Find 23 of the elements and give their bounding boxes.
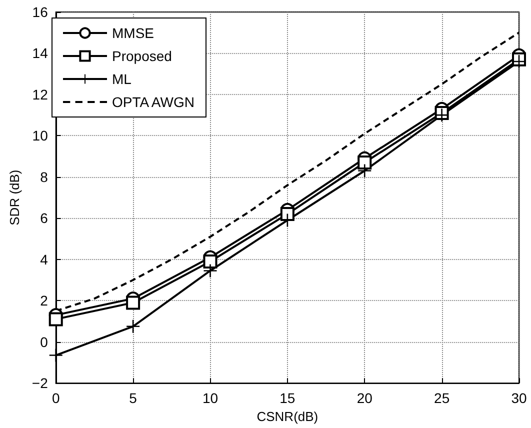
y-tick-label: 8	[40, 168, 48, 185]
y-tick-label: 0	[40, 334, 48, 350]
y-tick-label: 2	[40, 292, 48, 309]
x-tick-label: 25	[434, 390, 450, 406]
legend-label: ML	[112, 71, 132, 87]
legend-label: MMSE	[112, 25, 154, 41]
y-tick-label: 10	[32, 128, 48, 144]
y-tick-label: 16	[32, 4, 48, 20]
x-axis-title: CSNR(dB)	[256, 409, 318, 424]
legend-label: OPTA AWGN	[112, 94, 194, 110]
x-tick-label: 30	[511, 390, 527, 406]
legend-label: Proposed	[112, 48, 172, 64]
y-tick-label: 6	[40, 210, 48, 226]
y-tick-label: 4	[40, 251, 48, 268]
y-tick-label: 14	[32, 45, 48, 62]
y-tick-label: −2	[32, 375, 48, 392]
x-tick-label: 20	[356, 390, 373, 406]
x-tick-label: 5	[129, 390, 138, 406]
x-tick-label: 0	[52, 390, 60, 406]
y-axis-title: SDR (dB)	[7, 170, 22, 226]
x-tick-label: 10	[202, 390, 218, 406]
x-tick-label: 15	[280, 390, 296, 406]
y-tick-label: 12	[32, 86, 48, 102]
